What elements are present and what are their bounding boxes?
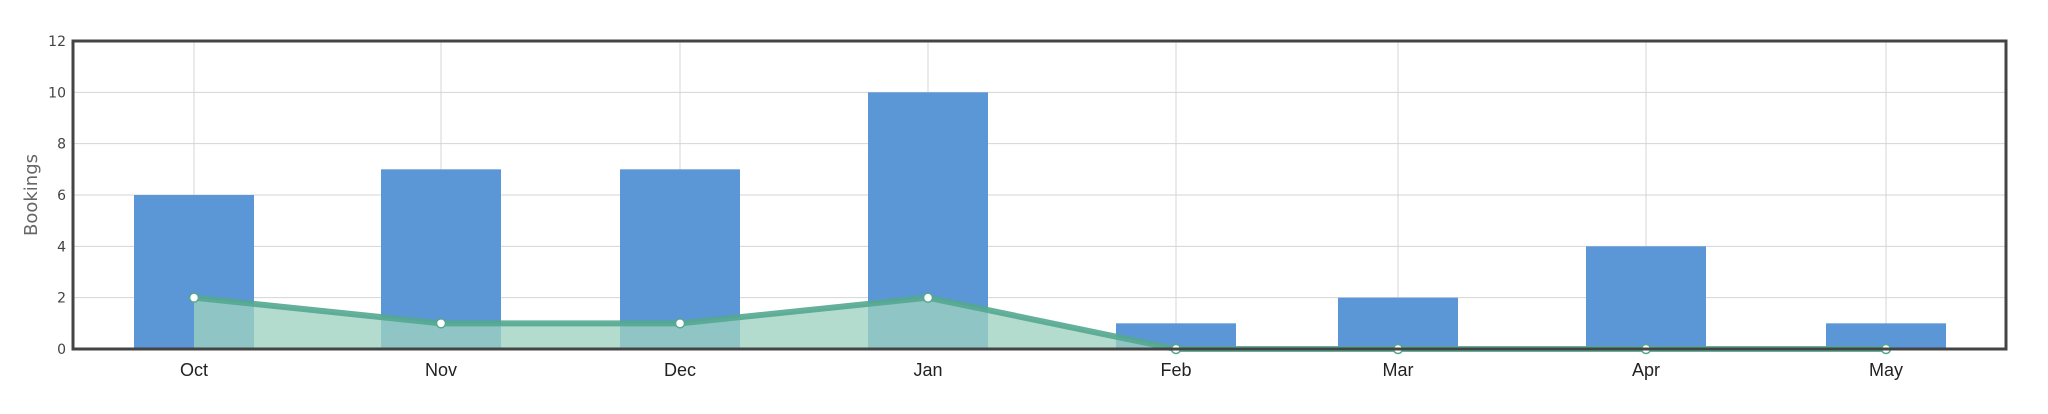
point-oct — [188, 292, 200, 303]
grid — [73, 40, 2006, 350]
y-tick-label: 0 — [57, 342, 66, 358]
x-tick-label: Oct — [180, 360, 208, 380]
x-tick-label: Nov — [425, 360, 457, 380]
x-tick-label: Mar — [1383, 360, 1414, 380]
bar-apr — [1586, 246, 1706, 349]
x-tick-label: Apr — [1632, 360, 1660, 380]
x-tick-label: May — [1869, 360, 1903, 380]
y-tick-label: 4 — [57, 239, 66, 255]
y-tick-label: 2 — [57, 291, 66, 307]
y-tick-label: 10 — [48, 85, 66, 101]
x-tick-label: Dec — [664, 360, 696, 380]
x-tick-label: Jan — [913, 360, 942, 380]
y-tick-label: 12 — [48, 34, 66, 50]
point-nov — [435, 318, 447, 329]
point-jan — [922, 292, 934, 303]
point-dec — [674, 318, 686, 329]
y-tick-label: 6 — [57, 188, 66, 204]
bar-series — [134, 92, 1946, 349]
y-axis-ticks: 0 2 4 6 8 10 12 — [48, 34, 66, 358]
y-axis-title: Bookings — [21, 154, 42, 236]
y-tick-label: 8 — [57, 137, 66, 153]
bar-mar — [1338, 297, 1458, 349]
x-axis-ticks: Oct Nov Dec Jan Feb Mar Apr May — [180, 360, 1903, 380]
plot-frame — [71, 39, 2008, 351]
x-tick-label: Feb — [1160, 360, 1191, 380]
